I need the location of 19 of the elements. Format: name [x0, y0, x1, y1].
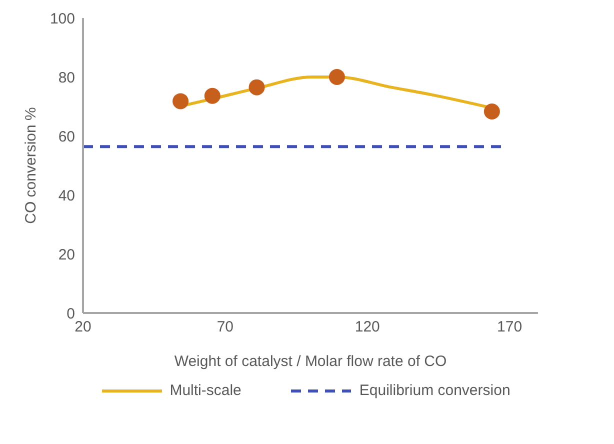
x-tick-label: 20 [74, 318, 92, 336]
point [172, 93, 189, 110]
point [204, 88, 220, 104]
x-axis-title: Weight of catalyst / Molar flow rate of CO [174, 353, 447, 370]
point [328, 69, 345, 85]
y-tick-label: 0 [66, 305, 75, 322]
y-tick-label: 100 [50, 10, 75, 28]
y-tick-label: 60 [58, 128, 75, 146]
point [248, 79, 265, 96]
y-tick-label: 20 [58, 246, 75, 264]
legend-label: Equilibrium conversion [359, 382, 510, 399]
x-tick-label: 170 [497, 318, 522, 336]
x-tick-label: 120 [354, 318, 380, 336]
y-tick-label: 80 [58, 69, 75, 86]
y-axis-title: CO conversion % [22, 107, 40, 224]
point [484, 104, 500, 120]
y-tick-label: 40 [58, 187, 75, 204]
legend-label: Multi-scale [170, 382, 242, 399]
x-tick-label: 70 [216, 318, 234, 336]
